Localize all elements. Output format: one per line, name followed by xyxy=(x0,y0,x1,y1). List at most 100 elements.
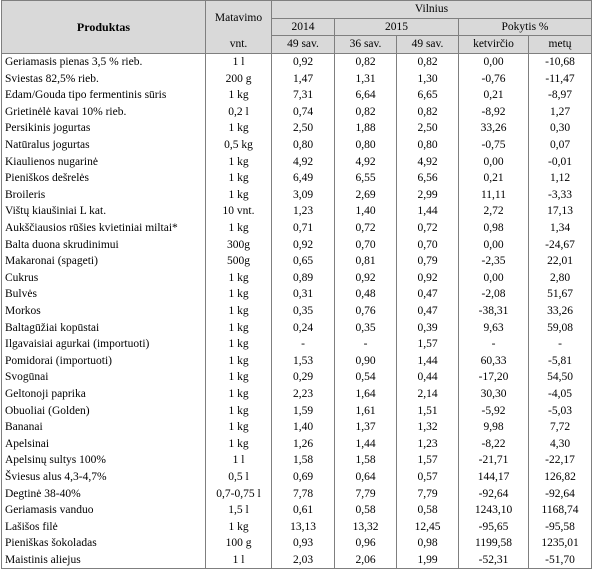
product-name: Pomidorai (importuoti) xyxy=(1,352,206,370)
unit-value: 1,5 l xyxy=(205,501,272,519)
quarter-change: -17,20 xyxy=(458,369,529,386)
price-2014-w49: 0,31 xyxy=(271,286,335,303)
price-2015-w49: 0,79 xyxy=(396,252,459,270)
quarter-change: 0,00 xyxy=(458,236,529,253)
quarter-change-header: ketvirčio xyxy=(458,35,529,54)
table-row: Balta duona skrudinimui 300g 0,92 0,70 0,70 0… xyxy=(1,236,592,253)
price-2015-w49: 7,79 xyxy=(396,485,459,502)
year-change: 1235,01 xyxy=(527,535,592,552)
product-name: Šviesus alus 4,3-4,7% xyxy=(1,468,206,486)
quarter-change: 60,33 xyxy=(458,352,529,370)
price-2015-w36: 0,82 xyxy=(334,103,397,121)
product-name: Kiaulienos nugarinė xyxy=(1,153,206,170)
price-2014-w49: 0,69 xyxy=(271,468,335,486)
year-2014-header: 2014 xyxy=(271,17,335,37)
year-change: 59,08 xyxy=(527,319,592,336)
price-2015-w36: 0,48 xyxy=(334,286,397,303)
quarter-change: 33,26 xyxy=(458,120,529,137)
unit-value: 500g xyxy=(205,252,272,270)
product-name: Maistinis aliejus xyxy=(1,551,206,570)
table-row: Geriamasis vanduo 1,5 l 0,61 0,58 0,58 1243,1… xyxy=(1,501,592,519)
week-2014-header: 49 sav. xyxy=(271,35,335,54)
year-change: 7,72 xyxy=(527,418,592,436)
year-change: 1168,74 xyxy=(527,501,592,519)
price-2014-w49: - xyxy=(271,335,335,353)
price-2015-w49: 1,44 xyxy=(396,352,459,370)
price-2014-w49: 0,71 xyxy=(271,219,335,237)
table-row: Geriamasis pienas 3,5 % rieb. 1 l 0,92 0,82… xyxy=(1,53,592,71)
year-change: 54,50 xyxy=(527,369,592,386)
product-name: Apelsinų sultys 100% xyxy=(1,452,206,469)
price-2015-w36: 2,69 xyxy=(334,186,397,204)
year-change: 126,82 xyxy=(527,468,592,486)
price-2015-w36: 1,44 xyxy=(334,435,397,453)
price-2015-w36: 6,64 xyxy=(334,86,397,104)
unit-value: 0,7-0,75 l xyxy=(205,485,272,502)
table-row: Vištų kiaušiniai L kat. 10 vnt. 1,23 1,40 1,… xyxy=(1,203,592,220)
unit-value: 100 g xyxy=(205,535,272,552)
price-2015-w49: 0,57 xyxy=(396,468,459,486)
price-2015-w36: 0,80 xyxy=(334,136,397,154)
price-2015-w49: 6,56 xyxy=(396,169,459,187)
unit-value: 1 l xyxy=(205,551,272,570)
price-2014-w49: 0,93 xyxy=(271,535,335,552)
quarter-change: -8,22 xyxy=(458,435,529,453)
unit-value: 1 kg xyxy=(205,219,272,237)
unit-value: 1 kg xyxy=(205,369,272,386)
price-2015-w36: 6,55 xyxy=(334,169,397,187)
price-2015-w49: 1,44 xyxy=(396,203,459,220)
unit-value: 1 kg xyxy=(205,169,272,187)
week-2015b-header: 49 sav. xyxy=(396,35,459,54)
price-2015-w36: 0,90 xyxy=(334,352,397,370)
table-row: Morkos 1 kg 0,35 0,76 0,47 -38,31 33,26 xyxy=(1,302,592,320)
price-2014-w49: 0,29 xyxy=(271,369,335,386)
price-2015-w49: 1,57 xyxy=(396,452,459,469)
price-2014-w49: 2,23 xyxy=(271,385,335,403)
year-2015-header: 2015 xyxy=(334,17,459,37)
product-header: Produktas xyxy=(1,0,206,54)
price-2014-w49: 1,59 xyxy=(271,402,335,419)
price-2015-w36: 0,92 xyxy=(334,269,397,287)
product-name: Bulvės xyxy=(1,286,206,303)
price-2015-w36: 0,72 xyxy=(334,219,397,237)
table-row: Persikinis jogurtas 1 kg 2,50 1,88 2,50 33,26… xyxy=(1,120,592,137)
table-row: Edam/Gouda tipo fermentinis sūris 1 kg 7,3… xyxy=(1,86,592,104)
price-2014-w49: 1,23 xyxy=(271,203,335,220)
unit-value: 1 kg xyxy=(205,86,272,104)
price-2015-w49: 0,80 xyxy=(396,136,459,154)
quarter-change: 1243,10 xyxy=(458,501,529,519)
table-row: Broileris 1 kg 3,09 2,69 2,99 11,11 -3,33 xyxy=(1,186,592,204)
table-row: Bananai 1 kg 1,40 1,37 1,32 9,98 7,72 xyxy=(1,418,592,436)
unit-value: 10 vnt. xyxy=(205,203,272,220)
price-2015-w49: 6,65 xyxy=(396,86,459,104)
year-change: 1,12 xyxy=(527,169,592,187)
product-name: Geltonoji paprika xyxy=(1,385,206,403)
unit-value: 1 kg xyxy=(205,120,272,137)
price-2015-w36: 0,70 xyxy=(334,236,397,253)
price-2014-w49: 7,31 xyxy=(271,86,335,104)
product-name: Aukščiausios rūšies kvietiniai miltai* xyxy=(1,219,206,237)
table-row: Lašišos filė 1 kg 13,13 13,32 12,45 -95,65 -95… xyxy=(1,518,592,535)
product-name: Pieniškas šokoladas xyxy=(1,535,206,552)
price-2014-w49: 0,61 xyxy=(271,501,335,519)
unit-value: 1 kg xyxy=(205,352,272,370)
price-2015-w36: 2,06 xyxy=(334,551,397,570)
table-row: Sviestas 82,5% rieb. 200 g 1,47 1,31 1,30 -0,… xyxy=(1,70,592,87)
price-2014-w49: 0,74 xyxy=(271,103,335,121)
price-2014-w49: 1,40 xyxy=(271,418,335,436)
price-2015-w36: 1,64 xyxy=(334,385,397,403)
table-row: Kiaulienos nugarinė 1 kg 4,92 4,92 4,92 0,00-… xyxy=(1,153,592,170)
price-2015-w49: 0,39 xyxy=(396,319,459,336)
quarter-change: 30,30 xyxy=(458,385,529,403)
price-2014-w49: 0,24 xyxy=(271,319,335,336)
price-2015-w49: 1,99 xyxy=(396,551,459,570)
price-2015-w49: 0,98 xyxy=(396,535,459,552)
price-2014-w49: 1,47 xyxy=(271,70,335,87)
product-name: Baltagūžiai kopūstai xyxy=(1,319,206,336)
price-2015-w36: 0,81 xyxy=(334,252,397,270)
product-name: Geriamasis vanduo xyxy=(1,501,206,519)
price-2015-w36: 0,54 xyxy=(334,369,397,386)
year-change: 2,80 xyxy=(527,269,592,287)
unit-value: 200 g xyxy=(205,70,272,87)
year-change: 22,01 xyxy=(527,252,592,270)
